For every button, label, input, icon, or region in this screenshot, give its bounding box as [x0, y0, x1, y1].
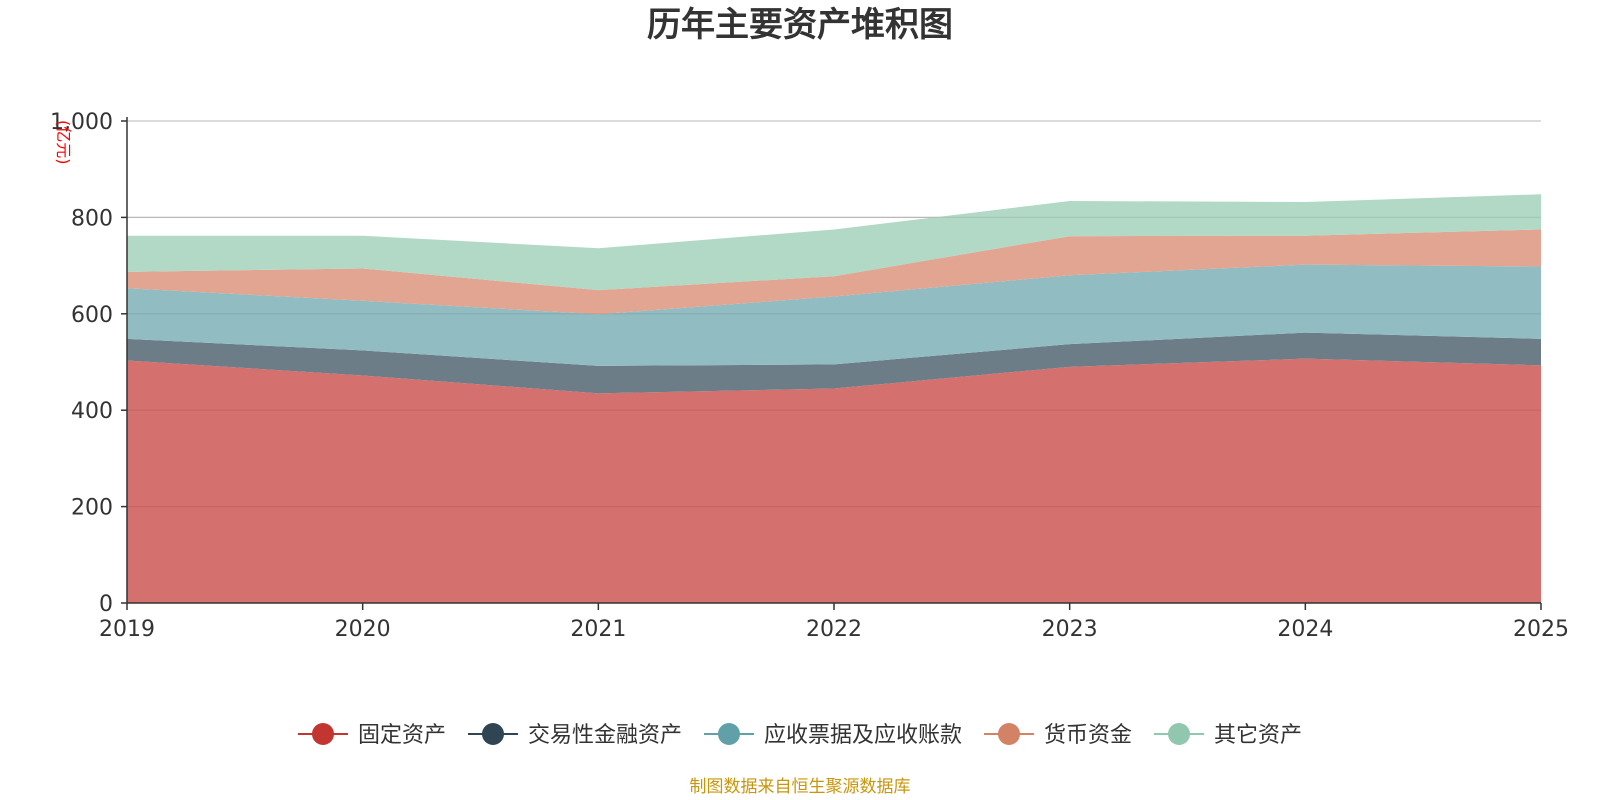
legend-label: 应收票据及应收账款	[764, 723, 962, 748]
x-tick-label: 2025	[1513, 617, 1569, 642]
y-tick-label: 1,000	[50, 110, 113, 135]
x-tick-label: 2023	[1042, 617, 1098, 642]
x-tick-label: 2021	[570, 617, 626, 642]
legend-circle-icon	[1168, 723, 1190, 745]
x-tick-label: 2024	[1277, 617, 1333, 642]
area-series	[127, 194, 1541, 603]
legend-circle-icon	[312, 723, 334, 745]
legend-item-5[interactable]: 其它资产	[1154, 723, 1302, 748]
y-axis-unit-label: (亿元)	[54, 120, 73, 165]
y-tick-label: 800	[71, 206, 113, 231]
data-source-note: 制图数据来自恒生聚源数据库	[690, 777, 911, 797]
legend-item-1[interactable]: 固定资产	[298, 723, 446, 748]
y-tick-label: 600	[71, 303, 113, 328]
area-series-2	[127, 332, 1541, 394]
x-tick-label: 2022	[806, 617, 862, 642]
y-tick-label: 200	[71, 496, 113, 521]
area-series-5	[127, 194, 1541, 291]
legend-label: 其它资产	[1214, 723, 1302, 748]
legend-label: 固定资产	[358, 723, 446, 748]
legend-item-3[interactable]: 应收票据及应收账款	[704, 723, 962, 748]
axes: 0 200 400 600 800 1,000 2019 2020 2021 2022 2023 20…	[50, 110, 1569, 642]
chart-title: 历年主要资产堆积图	[647, 5, 953, 45]
legend-label: 交易性金融资产	[528, 723, 682, 748]
legend-label: 货币资金	[1044, 723, 1132, 748]
x-tick-label: 2019	[99, 617, 155, 642]
legend-circle-icon	[482, 723, 504, 745]
area-series-4	[127, 229, 1541, 315]
legend-circle-icon	[998, 723, 1020, 745]
legend-item-2[interactable]: 交易性金融资产	[468, 723, 682, 748]
area-series-1	[127, 358, 1541, 603]
area-series-3	[127, 264, 1541, 366]
x-tick-label: 2020	[335, 617, 391, 642]
legend-item-4[interactable]: 货币资金	[984, 723, 1132, 748]
legend-circle-icon	[718, 723, 740, 745]
legend: 固定资产 交易性金融资产 应收票据及应收账款 货币资金 其它资产	[298, 723, 1302, 748]
y-tick-label: 0	[99, 592, 113, 617]
y-tick-label: 400	[71, 399, 113, 424]
